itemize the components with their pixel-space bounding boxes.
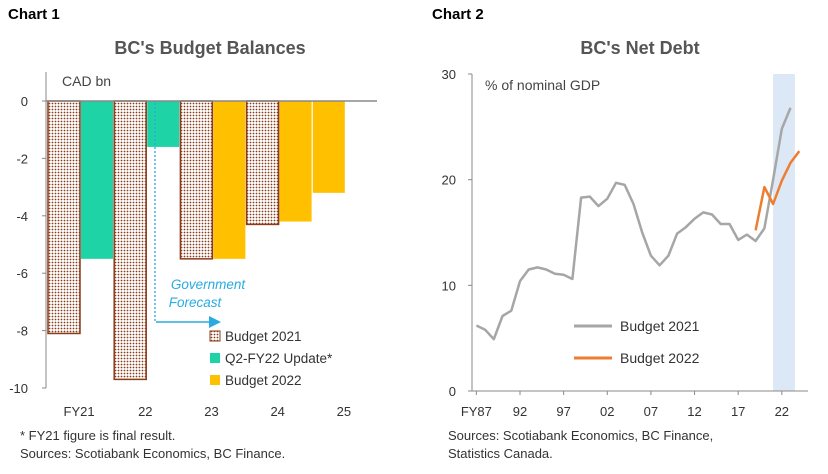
bar-0-3 <box>245 100 280 226</box>
net-debt-chart: 0 10 20 30 FY87 92 97 02 07 12 17 22 % of nominal GD… <box>442 67 808 419</box>
chart-2-sources-cont: Statistics Canada. <box>448 446 553 461</box>
x-tick-label: FY87 <box>461 404 492 419</box>
legend-label-1: Q2-FY22 Update* <box>225 351 333 366</box>
x-tick-label: 17 <box>731 404 745 419</box>
forecast-annotation-line2: Forecast <box>169 295 223 310</box>
y-tick-label: -8 <box>16 324 28 339</box>
y-tick-label: -10 <box>9 381 28 396</box>
chart-2-sources: Sources: Scotiabank Economics, BC Financ… <box>448 428 714 443</box>
bar-0-1 <box>113 100 147 381</box>
y-tick-label: -4 <box>16 209 28 224</box>
legend-label-0: Budget 2021 <box>620 318 700 334</box>
legend-label-0: Budget 2021 <box>225 329 302 344</box>
y-tick-label: -2 <box>16 151 28 166</box>
forecast-annotation-line1: Government <box>171 277 247 292</box>
chart-2-title: BC's Net Debt <box>580 38 700 58</box>
y-axis-unit: CAD bn <box>62 73 111 89</box>
bar-1-1 <box>147 101 180 147</box>
x-tick-label: 23 <box>204 404 218 419</box>
legend-swatch-1 <box>210 353 220 363</box>
chart-1-title: BC's Budget Balances <box>114 38 306 58</box>
bar-0-2 <box>179 100 214 260</box>
legend-swatch-2 <box>210 375 220 385</box>
chart-1-footnote: * FY21 figure is final result. <box>20 428 176 443</box>
y-tick-label: 30 <box>442 67 456 82</box>
y-tick-label: 10 <box>442 278 456 293</box>
bar-0-0 <box>47 100 81 335</box>
x-tick-label: 97 <box>556 404 570 419</box>
y-axis-unit: % of nominal GDP <box>485 77 600 93</box>
x-tick-label: 24 <box>270 404 284 419</box>
bar-2-4 <box>312 101 345 193</box>
x-tick-label: 92 <box>513 404 527 419</box>
y-tick-label: 0 <box>21 94 28 109</box>
bar-1-0 <box>81 101 113 259</box>
legend-label-1: Budget 2022 <box>620 350 700 366</box>
x-tick-label: 02 <box>600 404 614 419</box>
series-line-1 <box>754 150 801 231</box>
chart-2-label: Chart 2 <box>432 6 484 23</box>
series-line-0 <box>475 107 792 341</box>
y-tick-label: 20 <box>442 173 456 188</box>
chart-1-label: Chart 1 <box>8 6 60 23</box>
x-tick-label: 25 <box>337 404 351 419</box>
chart-1-sources: Sources: Scotiabank Economics, BC Financ… <box>20 446 286 461</box>
x-tick-label: 12 <box>687 404 701 419</box>
x-tick-label: 22 <box>138 404 152 419</box>
bar-2-3 <box>279 101 312 222</box>
x-tick-label: 22 <box>775 404 789 419</box>
budget-balances-chart: 0 -2 -4 -6 -8 -10 CAD bn FY21 22 23 24 25 Government… <box>9 72 377 419</box>
y-tick-label: -6 <box>16 266 28 281</box>
x-tick-label: 07 <box>644 404 658 419</box>
legend-swatch-0 <box>209 330 221 342</box>
x-tick-label: FY21 <box>64 404 95 419</box>
legend-label-2: Budget 2022 <box>225 373 302 388</box>
bar-2-2 <box>213 101 246 259</box>
y-tick-label: 0 <box>449 384 456 399</box>
